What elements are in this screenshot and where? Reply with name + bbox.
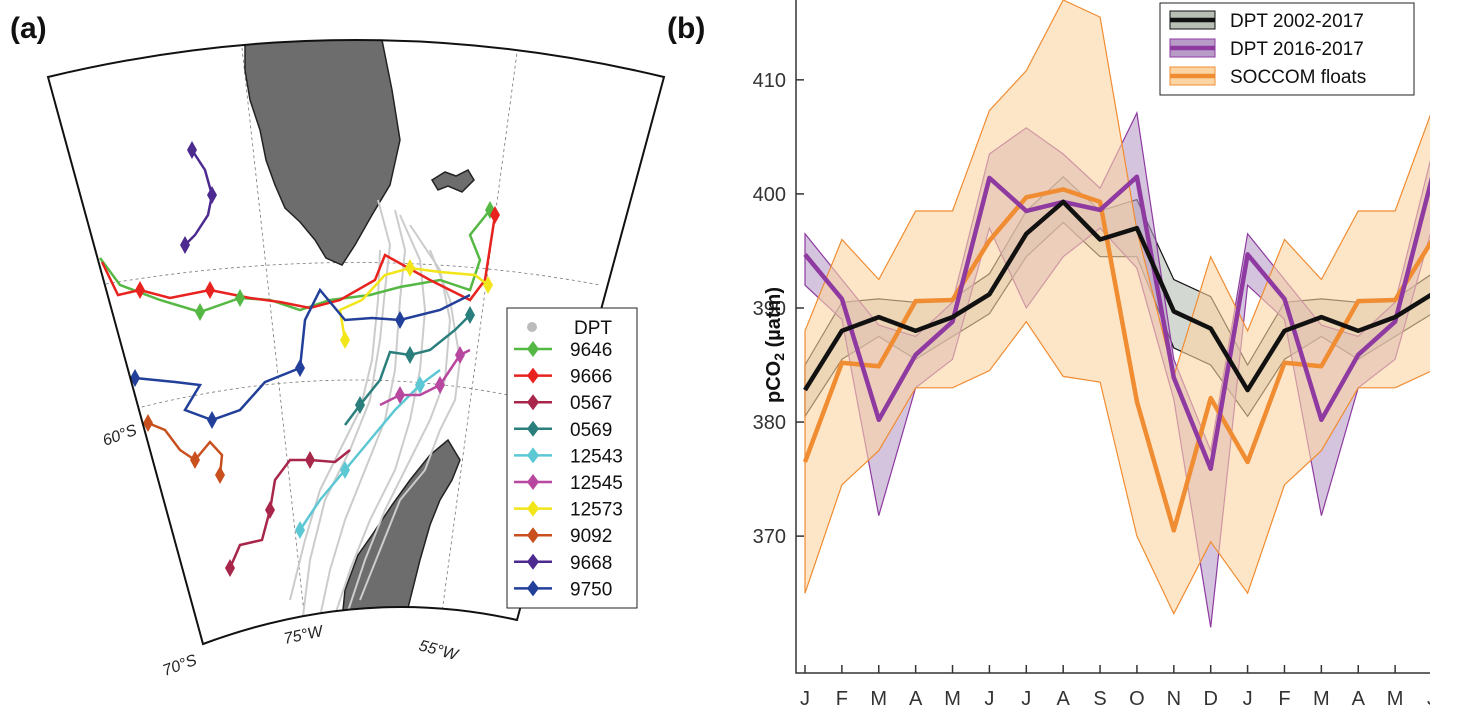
lat-label-60s: 60°S: [101, 422, 140, 450]
legend-label-0569: 0569: [570, 420, 612, 441]
legend-label-12545: 12545: [570, 473, 623, 494]
lon-label-75w: 75°W: [282, 623, 326, 648]
legend-label-12543: 12543: [570, 446, 623, 467]
antarctic-peninsula-land: [339, 438, 461, 641]
legend-diamond-0567: [527, 394, 539, 411]
legend-item-0569: 0569: [514, 420, 612, 441]
x-tick-label-5: J: [984, 688, 994, 710]
x-tick-label-7: A: [1057, 688, 1071, 710]
legend-label-9092: 9092: [570, 526, 612, 547]
x-tick-label-15: A: [1352, 688, 1366, 710]
y-tick-label-410: 410: [753, 70, 786, 92]
legend-label-9666: 9666: [570, 367, 612, 388]
line-soccom-floats: [802, 187, 1430, 533]
legend-item-9092: 9092: [514, 526, 612, 547]
chart-legend-label-1: DPT 2016-2017: [1230, 39, 1364, 60]
legend-diamond-9668: [527, 553, 539, 570]
x-tick-label-13: F: [1278, 688, 1290, 710]
south-america-land: [244, 40, 401, 266]
chart-legend-item-0: DPT 2002-2017: [1169, 10, 1364, 32]
lon-label-55w: 55°W: [417, 637, 461, 664]
legend-diamond-0569: [527, 420, 539, 437]
legend-item-9668: 9668: [514, 553, 612, 574]
falkland-land: [430, 169, 475, 193]
x-tick-label-6: J: [1021, 688, 1031, 710]
chart-legend-item-1: DPT 2016-2017: [1169, 38, 1364, 60]
legend-diamond-9666: [527, 367, 539, 384]
legend-item-12573: 12573: [514, 500, 623, 521]
legend-item-9646: 9646: [514, 340, 612, 361]
x-tick-label-8: S: [1093, 688, 1106, 710]
map-panel: 60°S 70°S 75°W 55°W DPT 9646 9666 0567 0569…: [46, 39, 666, 680]
x-tick-label-0: J: [800, 688, 810, 710]
legend-diamond-9750: [527, 580, 539, 597]
y-tick-label-400: 400: [753, 184, 786, 206]
x-tick-label-3: A: [909, 688, 923, 710]
legend-diamond-9092: [527, 527, 539, 544]
chart-legend-item-2: SOCCOM floats: [1169, 66, 1366, 88]
panel-b-label: (b): [667, 12, 706, 45]
map-legend: DPT 9646 9666 0567 0569 12543 12545 12573 9092 9…: [506, 307, 638, 609]
legend-label-9646: 9646: [570, 340, 612, 361]
x-tick-label-11: D: [1203, 688, 1217, 710]
y-tick-label-390: 390: [753, 298, 786, 320]
float-markers: [130, 141, 500, 577]
x-tick-label-4: M: [944, 688, 961, 710]
line-dpt-2016-2017: [803, 174, 1430, 472]
chart-legend: DPT 2002-2017 DPT 2016-2017 SOCCOM floats: [1159, 2, 1415, 96]
float-9668-track: [184, 149, 214, 246]
legend-diamond-9646: [527, 341, 539, 357]
x-tick-label-10: N: [1167, 688, 1181, 710]
y-tick-label-370: 370: [753, 526, 786, 548]
y-tick-label-380: 380: [753, 412, 786, 434]
legend-diamond-12573: [527, 500, 539, 517]
legend-item-12545: 12545: [514, 473, 623, 494]
legend-label-0567: 0567: [570, 393, 612, 414]
plot-frame: [795, 0, 1430, 674]
legend-label-9750: 9750: [570, 579, 612, 600]
x-tick-label-12: J: [1243, 688, 1253, 710]
x-tick-label-14: M: [1313, 688, 1330, 710]
x-tick-label-9: O: [1129, 688, 1145, 710]
legend-label-9668: 9668: [570, 553, 612, 574]
float-12573-track: [338, 266, 489, 341]
legend-diamond-12543: [527, 447, 539, 464]
x-tick-label-16: M: [1387, 688, 1404, 710]
x-tick-label-2: M: [870, 688, 887, 710]
chart-legend-label-2: SOCCOM floats: [1230, 67, 1366, 88]
x-tick-label-1: F: [836, 688, 848, 710]
float-9646-track: [98, 209, 491, 314]
legend-dpt-label: DPT: [574, 318, 612, 339]
map-frame: [46, 39, 666, 646]
legend-item-0567: 0567: [514, 393, 612, 414]
chart-legend-label-0: DPT 2002-2017: [1230, 11, 1364, 32]
legend-item-12543: 12543: [514, 446, 623, 467]
legend-dpt-marker: [527, 322, 537, 332]
legend-diamond-12545: [527, 474, 539, 490]
panel-a-label: (a): [10, 12, 47, 45]
legend-label-12573: 12573: [570, 500, 623, 521]
legend-item-9750: 9750: [514, 579, 612, 600]
lat-label-70s: 70°S: [161, 652, 200, 680]
float-0567-track: [228, 449, 351, 569]
pco2-chart: 370380390400410JFMAMJJASONDJFMAMJ pCO2 (…: [753, 0, 1430, 710]
x-tick-label-17: J: [1427, 688, 1430, 710]
line-dpt-2002-2017: [803, 199, 1430, 393]
y-axis-label: pCO2 (µatm): [763, 287, 787, 403]
legend-item-9666: 9666: [514, 367, 612, 388]
float-0569-track: [344, 314, 471, 426]
